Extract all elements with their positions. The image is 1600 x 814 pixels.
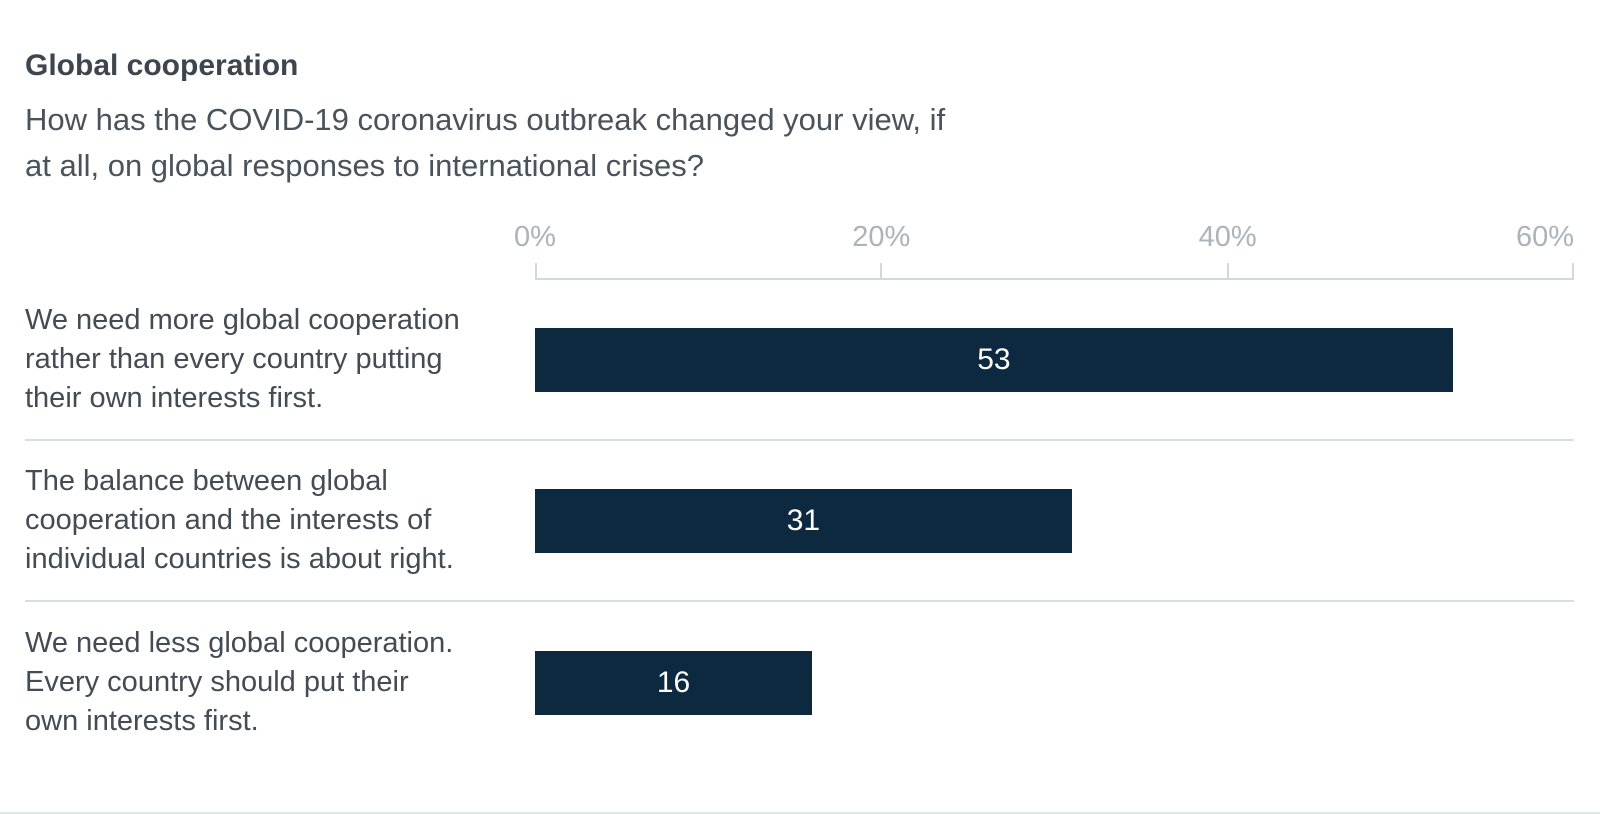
chart-row: We need less global cooperation. Every c… [25,602,1574,763]
x-axis-tick-label: 0% [514,221,556,253]
category-label: The balance between global cooperation a… [25,462,535,579]
chart-subtitle-line: How has the COVID-19 coronavirus outbrea… [25,102,946,137]
category-label-line: rather than every country putting [25,343,443,375]
category-label: We need less global cooperation. Every c… [25,624,535,741]
x-axis-tick-mark [535,263,537,278]
bar-track: 16 [535,650,1574,715]
bar[interactable]: 16 [535,650,813,715]
x-axis: 0% 20% 40% 60% [514,218,1574,280]
axis-spacer [25,218,535,280]
bar-track: 53 [535,327,1574,392]
x-axis-row: 0% 20% 40% 60% [25,218,1574,280]
bar[interactable]: 31 [535,488,1072,553]
category-label: We need more global cooperation rather t… [25,301,535,418]
category-label-line: own interests first. [25,705,259,737]
x-axis-tick-label: 20% [852,221,911,253]
x-axis-tick-label: 40% [1198,221,1257,253]
x-axis-tick-mark [1572,263,1574,278]
chart-title: Global cooperation [25,49,299,82]
bar-value-label: 53 [977,342,1011,376]
category-label-line: We need less global cooperation. [25,627,454,659]
x-axis-tick-mark [880,263,883,278]
category-label-line: cooperation and the interests of [25,504,432,536]
chart-row: The balance between global cooperation a… [25,441,1574,602]
chart-subtitle: How has the COVID-19 coronavirus outbrea… [25,97,1560,189]
bar-value-label: 31 [786,503,821,537]
category-label-line: The balance between global [25,465,388,497]
category-label-line: individual countries is about right. [25,543,454,575]
chart-row: We need more global cooperation rather t… [25,280,1574,441]
category-label-line: We need more global cooperation [25,304,460,336]
category-label-line: their own interests first. [25,382,324,414]
chart-header: Global cooperation How has the COVID-19 … [0,0,1600,189]
bar-value-label: 16 [656,665,691,699]
category-label-line: Every country should put their [25,666,409,698]
bar-chart: 0% 20% 40% 60% We need more global coope… [25,218,1574,763]
chart-subtitle-line: at all, on global responses to internati… [25,148,704,183]
x-axis-tick-label: 60% [1515,221,1574,253]
bar[interactable]: 53 [535,327,1453,392]
x-axis-tick-mark [1226,263,1229,278]
bar-track: 31 [535,488,1574,553]
